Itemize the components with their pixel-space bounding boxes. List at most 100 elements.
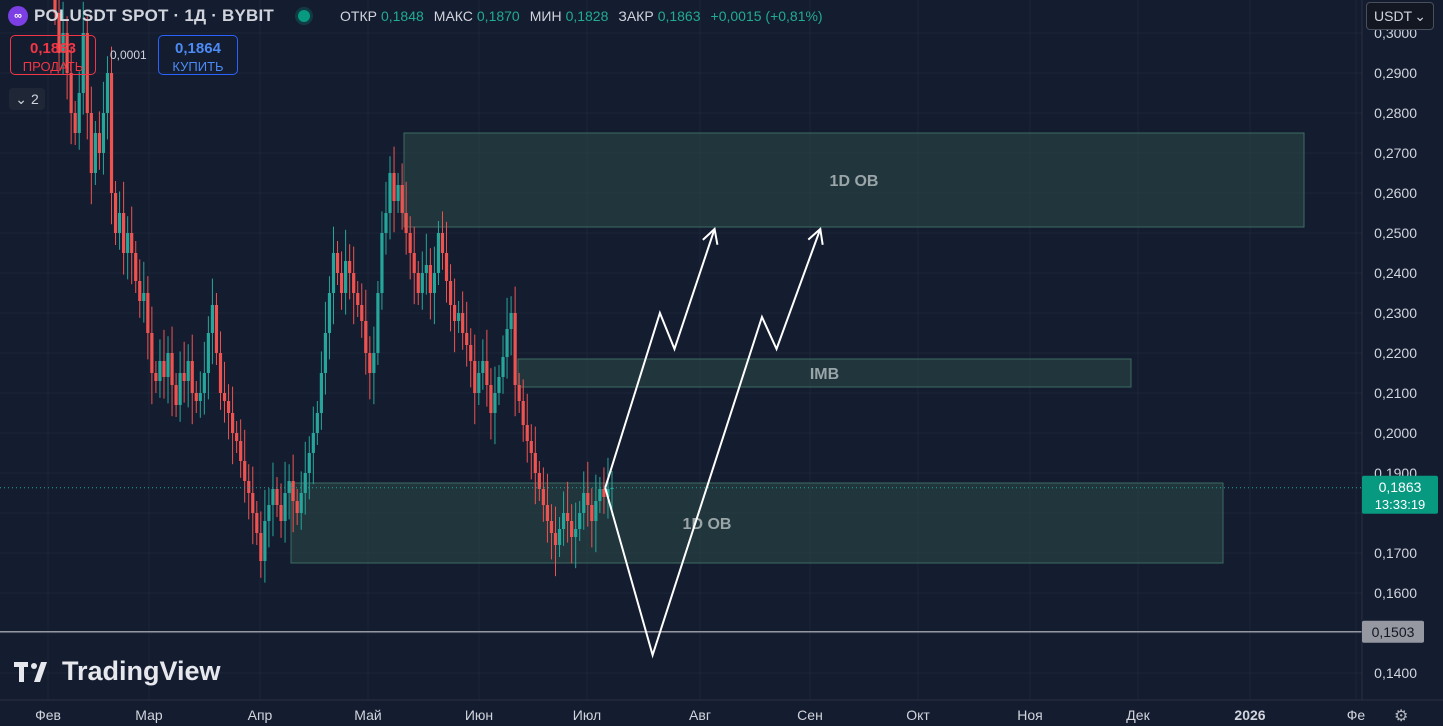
- candle-body: [69, 73, 73, 113]
- open-label: ОТКР: [340, 8, 377, 24]
- candle-body: [574, 529, 578, 537]
- candle-body: [372, 353, 376, 373]
- y-tick-label: 0,2400: [1374, 265, 1417, 281]
- candle-body: [206, 333, 210, 373]
- candle-body: [388, 173, 392, 213]
- scenario-path: [604, 228, 716, 489]
- candle-body: [598, 489, 602, 501]
- candle-body: [525, 425, 529, 441]
- candle-body: [57, 13, 61, 53]
- candle-body: [553, 533, 558, 545]
- candle-body: [101, 113, 106, 153]
- candle-body: [138, 281, 142, 301]
- candle-body: [364, 321, 368, 353]
- market-status-icon[interactable]: [298, 10, 311, 22]
- order-block-zone: [517, 358, 1132, 388]
- candle-body: [533, 453, 537, 473]
- candle-body: [561, 513, 566, 529]
- candle-body: [267, 505, 271, 521]
- candle-body: [473, 361, 477, 393]
- candle-body: [53, 0, 57, 13]
- pol-coin-glyph: ∞: [14, 10, 22, 22]
- candle-body: [436, 233, 441, 273]
- candle-body: [481, 361, 485, 373]
- x-tick-label: Окт: [906, 707, 930, 723]
- candle-body: [360, 305, 364, 321]
- candle-body: [461, 313, 465, 333]
- spread-value: 0,0001: [110, 48, 147, 62]
- buy-button[interactable]: 0,1864 КУПИТЬ: [158, 35, 238, 75]
- x-tick-label: Авг: [689, 707, 711, 723]
- candle-body: [428, 265, 432, 293]
- x-tick-label: Май: [354, 707, 381, 723]
- y-tick-label: 0,2800: [1374, 105, 1417, 121]
- candle-body: [376, 293, 380, 353]
- zone-label: 1D OB: [683, 516, 732, 533]
- candle-body: [222, 393, 227, 401]
- candle-body: [198, 393, 202, 401]
- y-tick-label: 0,2300: [1374, 305, 1417, 321]
- x-tick-label: Дек: [1126, 707, 1150, 723]
- candle-body: [400, 185, 404, 213]
- current-price-label: 0,1863: [1379, 479, 1422, 495]
- candle-body: [424, 265, 428, 273]
- sell-price: 0,1863: [30, 40, 76, 57]
- candle-body: [162, 361, 166, 377]
- candle-body: [126, 233, 130, 253]
- candle-body: [570, 521, 574, 537]
- candle-body: [295, 501, 299, 513]
- candle-body: [214, 305, 219, 353]
- candle-body: [408, 233, 412, 253]
- sell-button[interactable]: 0,1863 ПРОДАТЬ: [10, 35, 96, 75]
- candle-body: [549, 521, 554, 533]
- symbol-title[interactable]: POLUSDT SPOT · 1Д · BYBIT: [34, 6, 275, 25]
- chevron-down-icon: ⌄: [15, 90, 27, 107]
- candle-body: [545, 505, 550, 521]
- candle-body: [521, 401, 525, 425]
- candle-body: [380, 233, 384, 293]
- low-value: 0,1828: [565, 8, 609, 24]
- candle-body: [275, 489, 279, 505]
- low-label: МИН: [529, 8, 562, 24]
- candle-body: [594, 501, 598, 521]
- x-tick-label: Апр: [248, 707, 273, 723]
- x-tick-label: Июн: [465, 707, 493, 723]
- candle-body: [529, 441, 533, 453]
- candle-body: [117, 213, 122, 233]
- candle-body: [186, 361, 190, 381]
- candle-body: [174, 385, 178, 405]
- candle-body: [73, 113, 77, 133]
- y-tick-label: 0,2600: [1374, 185, 1417, 201]
- candle-body: [586, 493, 590, 505]
- candle-body: [109, 73, 114, 193]
- candle-body: [77, 93, 81, 133]
- currency-select[interactable]: USDT ⌄: [1366, 2, 1434, 30]
- candle-body: [331, 253, 336, 293]
- candle-body: [368, 353, 372, 373]
- candle-body: [166, 353, 170, 377]
- candle-body: [154, 373, 158, 381]
- candle-body: [416, 273, 420, 293]
- candle-body: [469, 345, 473, 361]
- settings-icon[interactable]: ⚙: [1394, 708, 1409, 725]
- tradingview-logo: TradingView: [14, 656, 221, 687]
- y-tick-label: 0,2900: [1374, 65, 1417, 81]
- change-value: +0,0015 (+0,81%): [710, 8, 823, 24]
- candle-body: [89, 113, 93, 173]
- indicators-toggle-button[interactable]: ⌄ 2: [9, 88, 45, 110]
- candle-body: [352, 273, 356, 293]
- candle-body: [335, 253, 340, 273]
- candle-body: [105, 73, 110, 113]
- candle-body: [509, 313, 513, 329]
- buy-label: КУПИТЬ: [172, 59, 224, 74]
- candle-body: [303, 473, 307, 493]
- candle-body: [146, 293, 150, 333]
- candle-body: [259, 533, 263, 561]
- open-value: 0,1848: [380, 8, 424, 24]
- candle-body: [517, 385, 521, 401]
- candle-body: [396, 185, 400, 201]
- candle-body: [392, 173, 396, 201]
- candle-body: [432, 273, 437, 293]
- candle-body: [311, 433, 315, 453]
